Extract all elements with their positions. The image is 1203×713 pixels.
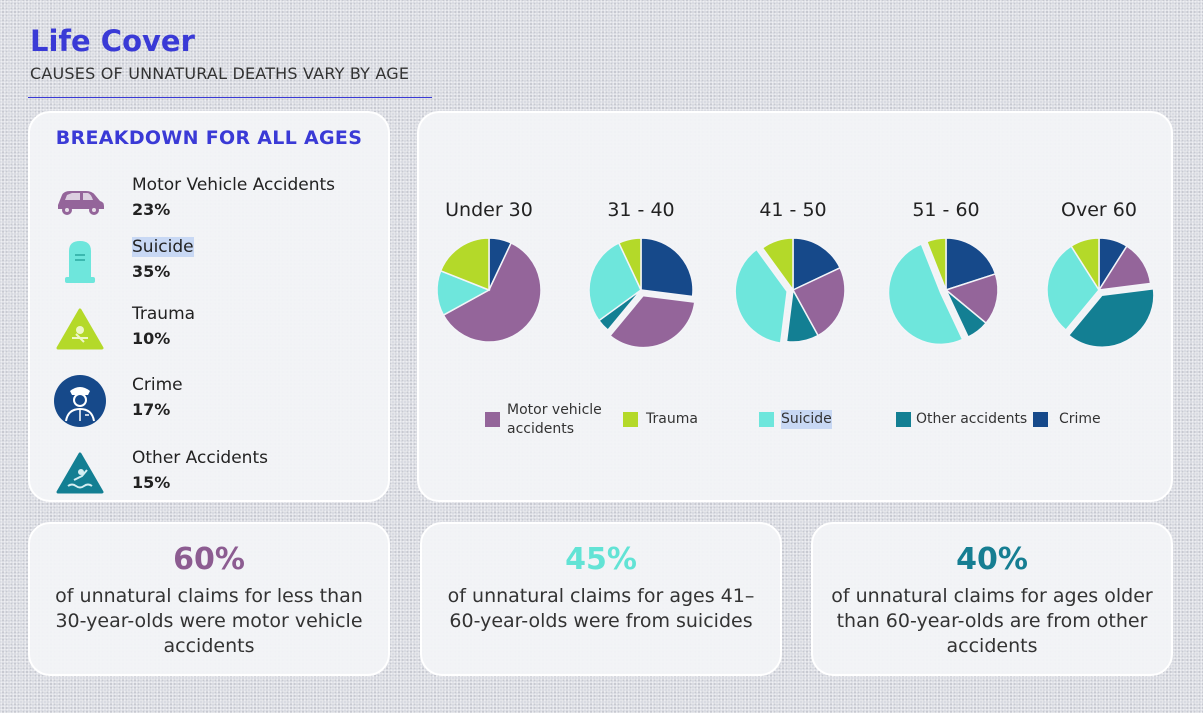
breakdown-item-crime: Crime 17% bbox=[30, 375, 388, 431]
legend-label: Suicide bbox=[781, 410, 832, 429]
legend-label: Motor vehicle accidents bbox=[507, 402, 602, 437]
pie-slice-trauma bbox=[1070, 237, 1100, 293]
pie-slice-crime bbox=[640, 237, 694, 298]
stat-card-other: 40% of unnatural claims for ages older t… bbox=[811, 522, 1173, 676]
pie-slice-other bbox=[945, 289, 988, 339]
tombstone-icon bbox=[52, 237, 108, 289]
pie-slice-motor bbox=[791, 266, 846, 337]
page-subtitle: CAUSES OF UNNATURAL DEATHS VARY BY AGE bbox=[30, 64, 410, 83]
pie-title: 41 - 50 bbox=[759, 199, 826, 221]
breakdown-label: Crime bbox=[132, 375, 183, 395]
stat-text: of unnatural claims for ages older than … bbox=[831, 585, 1153, 657]
car-icon bbox=[52, 175, 108, 227]
pie-slice-trauma bbox=[761, 237, 794, 293]
legend-label: Trauma bbox=[646, 411, 698, 427]
breakdown-item-suicide: Suicide 35% bbox=[30, 237, 388, 293]
pie-slice-motor bbox=[944, 272, 999, 325]
pie-title: Over 60 bbox=[1061, 199, 1137, 221]
legend-label: Other accidents bbox=[916, 411, 1028, 427]
pie-slice-other bbox=[1067, 287, 1155, 349]
breakdown-value: 35% bbox=[132, 262, 171, 281]
breakdown-label: Trauma bbox=[132, 304, 196, 324]
breakdown-label: Suicide bbox=[132, 237, 194, 257]
pie-slice-suicide bbox=[1046, 245, 1100, 332]
breakdown-title: BREAKDOWN FOR ALL AGES bbox=[55, 127, 363, 149]
pie-slice-suicide bbox=[734, 248, 788, 344]
police-officer-icon bbox=[52, 375, 108, 427]
breakdown-value: 17% bbox=[132, 400, 171, 419]
pie-title: Under 30 bbox=[445, 199, 533, 221]
pie-title: 31 - 40 bbox=[607, 199, 674, 221]
breakdown-item-motor: Motor Vehicle Accidents 23% bbox=[30, 175, 388, 231]
drowning-warning-icon bbox=[52, 448, 108, 500]
pie-slice-crime bbox=[945, 237, 997, 292]
legend-swatch-suicide bbox=[759, 412, 774, 427]
stat-card-motor: 60% of unnatural claims for less than 30… bbox=[28, 522, 390, 676]
breakdown-card: BREAKDOWN FOR ALL AGES Motor Vehicle Acc… bbox=[28, 111, 390, 502]
pie-slice-motor bbox=[442, 241, 542, 343]
stat-value: 45% bbox=[565, 542, 637, 577]
pie-slice-motor bbox=[609, 294, 696, 349]
pie-slice-other bbox=[785, 287, 820, 343]
trauma-warning-icon bbox=[52, 304, 108, 356]
legend-swatch-crime bbox=[1033, 412, 1048, 427]
title-divider bbox=[28, 97, 432, 98]
pie-slice-suicide bbox=[588, 241, 642, 322]
breakdown-label: Motor Vehicle Accidents bbox=[132, 175, 336, 195]
charts-card: Under 30 31 - 40 41 - 50 51 - 60 Over 60 Mot… bbox=[417, 111, 1173, 502]
legend-label: Crime bbox=[1059, 411, 1101, 427]
stat-text: of unnatural claims for ages 41–60-year-… bbox=[447, 585, 755, 632]
pie-slice-trauma bbox=[925, 237, 947, 291]
pie-title: 51 - 60 bbox=[912, 199, 979, 221]
pie-charts: Under 30 31 - 40 41 - 50 51 - 60 Over 60 bbox=[436, 199, 1155, 349]
breakdown-item-other: Other Accidents 15% bbox=[30, 448, 388, 504]
stat-value: 60% bbox=[173, 542, 245, 577]
stat-value: 40% bbox=[956, 542, 1028, 577]
pie-slice-crime bbox=[792, 237, 842, 292]
breakdown-label: Other Accidents bbox=[132, 448, 268, 468]
legend-swatch-other bbox=[896, 412, 911, 427]
legend-swatch-motor bbox=[485, 412, 500, 427]
page-title: Life Cover bbox=[30, 24, 195, 58]
breakdown-value: 23% bbox=[132, 200, 171, 219]
pie-slice-motor bbox=[1097, 245, 1152, 291]
pie-slice-suicide bbox=[887, 243, 964, 346]
pie-slice-trauma bbox=[439, 237, 490, 292]
breakdown-item-trauma: Trauma 10% bbox=[30, 304, 388, 360]
stat-text: of unnatural claims for less than 30-yea… bbox=[55, 585, 363, 657]
stat-card-suicide: 45% of unnatural claims for ages 41–60-y… bbox=[420, 522, 782, 676]
pie-slice-trauma bbox=[617, 237, 642, 291]
breakdown-value: 15% bbox=[132, 473, 171, 492]
breakdown-value: 10% bbox=[132, 329, 171, 348]
legend-swatch-trauma bbox=[623, 412, 638, 427]
